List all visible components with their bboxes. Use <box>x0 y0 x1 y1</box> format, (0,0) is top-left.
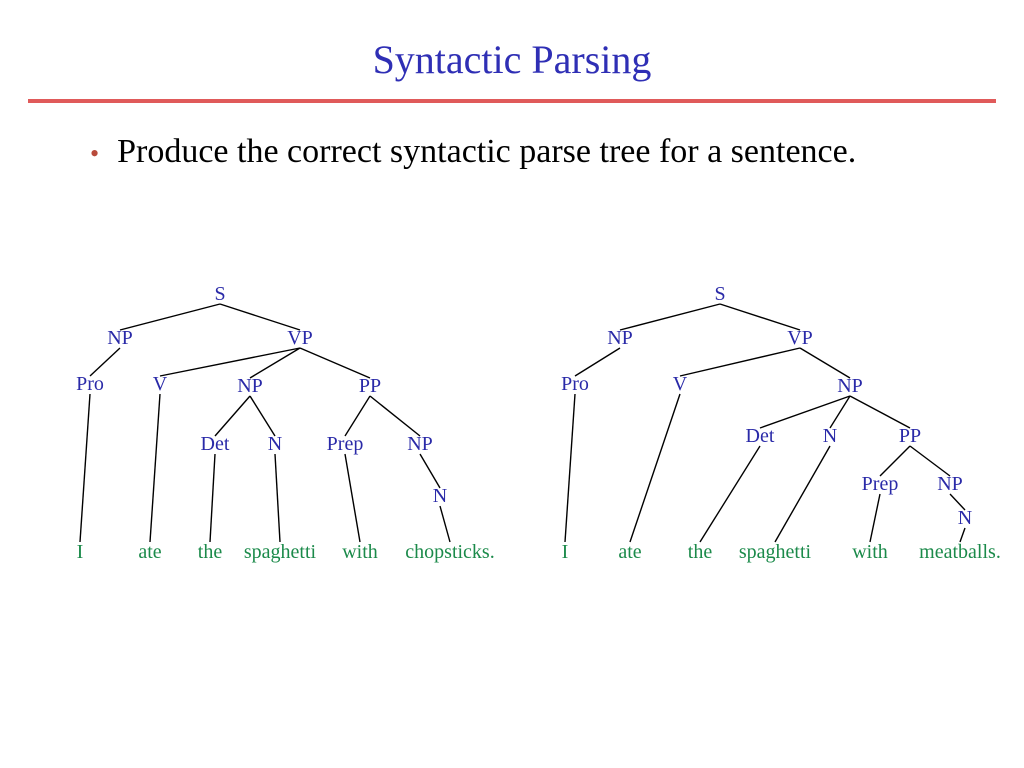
nt-label: VP <box>287 327 313 349</box>
nt-label: S <box>714 283 725 305</box>
bullet-text: Produce the correct syntactic parse tree… <box>117 131 856 174</box>
nt-label: Prep <box>862 473 899 495</box>
nt-label: N <box>823 425 837 447</box>
nt-label: NP <box>607 327 633 349</box>
nt-label: V <box>673 373 688 395</box>
parse-trees-diagram: S NP VP Pro V NP PP Det N Prep NP N Iate the spaghetti… <box>0 280 1024 580</box>
terminal-word: ate <box>618 541 641 563</box>
nt-label: Pro <box>561 373 589 395</box>
slide-title: Syntactic Parsing <box>0 0 1024 99</box>
bullet-marker: • <box>90 141 99 167</box>
nt-label: Prep <box>327 433 364 455</box>
nt-label: NP <box>837 375 863 397</box>
terminal-word: chopsticks. <box>405 541 494 563</box>
terminal-word: spaghetti <box>739 541 812 563</box>
terminal-word: the <box>688 541 713 563</box>
nt-label: Det <box>201 433 230 455</box>
nt-label: V <box>153 373 168 395</box>
terminal-word: I <box>77 541 84 563</box>
nt-label: NP <box>937 473 963 495</box>
terminal-word: meatballs. <box>919 541 1001 563</box>
terminal-word: with <box>342 541 378 563</box>
horizontal-rule <box>28 99 996 103</box>
terminal-word: I <box>562 541 569 563</box>
nt-label: NP <box>407 433 433 455</box>
terminal-word: with <box>852 541 888 563</box>
terminal-word: the <box>198 541 223 563</box>
nt-label: VP <box>787 327 813 349</box>
nt-label: N <box>433 485 447 507</box>
nt-label: Det <box>746 425 775 447</box>
slide: { "title": { "text": "Syntactic Parsing"… <box>0 0 1024 768</box>
nt-label: NP <box>237 375 263 397</box>
nt-label: PP <box>359 375 381 397</box>
nt-label: PP <box>899 425 921 447</box>
nt-label: N <box>268 433 282 455</box>
bullet-item: • Produce the correct syntactic parse tr… <box>90 131 964 174</box>
terminal-word: ate <box>138 541 161 563</box>
nt-label: N <box>958 507 972 529</box>
nt-label: NP <box>107 327 133 349</box>
terminal-word: spaghetti <box>244 541 317 563</box>
nt-label: S <box>214 283 225 305</box>
nt-label: Pro <box>76 373 104 395</box>
